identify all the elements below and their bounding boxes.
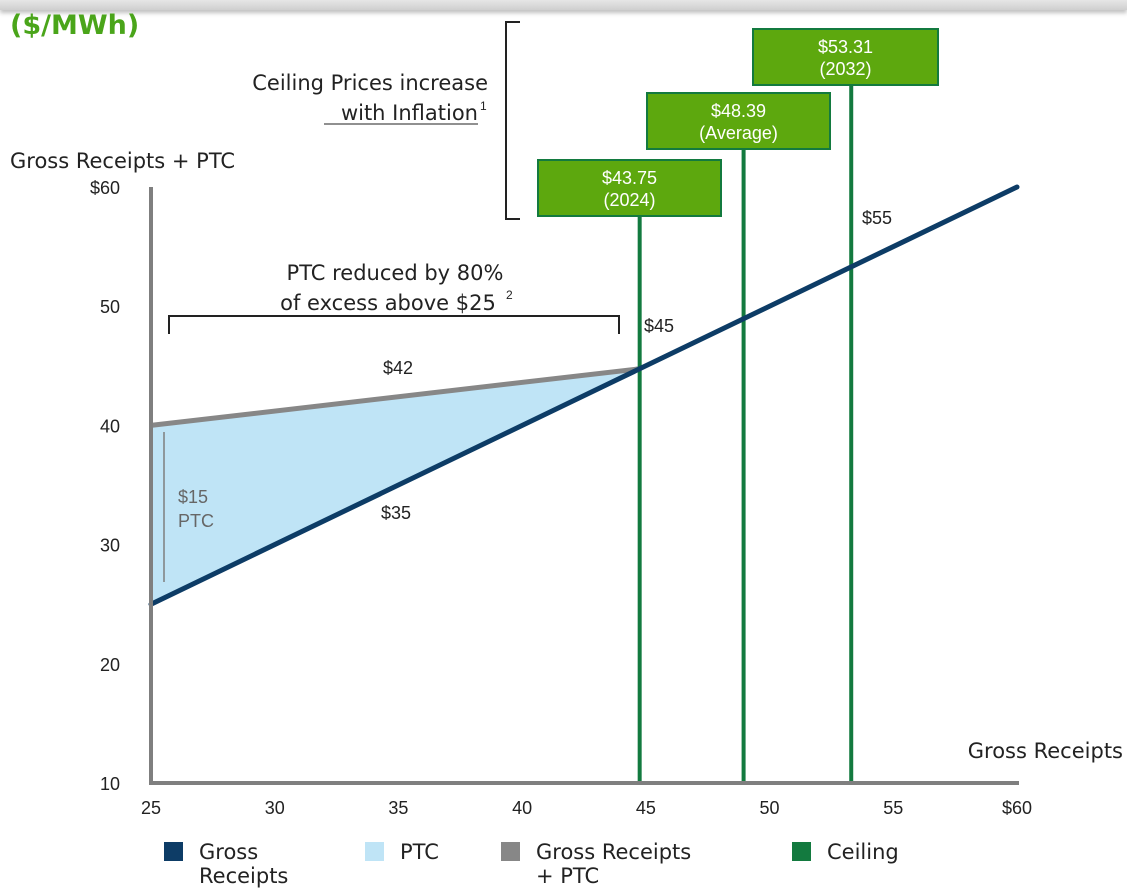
- legend-label-ptc: PTC: [400, 840, 439, 864]
- ceiling-label-3: (2032): [819, 59, 871, 79]
- legend-label-gross-receipts-1: Gross: [199, 840, 259, 864]
- unit-label: ($/MWh): [10, 10, 140, 41]
- y-tick-label-3: 30: [100, 536, 120, 556]
- ptc-note-line2: of excess above $25: [280, 291, 496, 315]
- ptc-gap-label-text: PTC: [178, 511, 214, 531]
- ptc-note-line1: PTC reduced by 80%: [287, 261, 504, 285]
- ptc-bracket: [168, 315, 620, 334]
- x-tick-label-6: 50: [760, 798, 780, 818]
- value-label-45: $45: [644, 316, 674, 336]
- legend-swatch-ptc: [365, 842, 384, 861]
- y-tick-label-6: $60: [90, 178, 120, 198]
- ceiling-box-3: [752, 28, 939, 86]
- legend-label-ceiling: Ceiling: [827, 840, 899, 864]
- legend-item-gross-receipts-ptc: Gross Receipts + PTC: [501, 840, 691, 888]
- ceiling-label-2: (Average): [699, 123, 778, 143]
- inflation-bracket: [505, 21, 520, 220]
- x-tick-label-2: 30: [265, 798, 285, 818]
- legend-swatch-gross-receipts-ptc: [501, 842, 520, 861]
- chart: $43.75(2024) $48.39(Average) $53.31(2032) 1…: [10, 21, 1123, 818]
- legend-item-ceiling: Ceiling: [792, 840, 899, 864]
- inflation-note-sup: 1: [480, 99, 487, 113]
- x-tick-label-8: $60: [1002, 798, 1032, 818]
- x-tick-label-7: 55: [883, 798, 903, 818]
- value-label-42: $42: [383, 358, 413, 378]
- x-axis-title: Gross Receipts: [968, 739, 1123, 763]
- ptc-gap-label-value: $15: [178, 487, 208, 507]
- y-tick-label-1: 10: [100, 774, 120, 794]
- ceiling-price-1: $43.75: [602, 168, 657, 188]
- x-tick-label-3: 35: [388, 798, 408, 818]
- x-tick-label-4: 40: [512, 798, 532, 818]
- legend-label-gross-receipts-ptc-2: + PTC: [536, 864, 600, 888]
- value-label-35: $35: [381, 503, 411, 523]
- legend-swatch-ceiling: [792, 842, 811, 861]
- y-tick-label-4: 40: [100, 416, 120, 436]
- top-bar: [0, 0, 1127, 10]
- legend: Gross Receipts PTC Gross Receipts + PTC …: [0, 840, 1127, 891]
- value-label-55: $55: [862, 208, 892, 228]
- ceiling-label-1: (2024): [603, 190, 655, 210]
- y-tick-label-2: 20: [100, 655, 120, 675]
- inflation-note-line1: Ceiling Prices increase: [252, 71, 488, 95]
- ptc-note-sup: 2: [506, 288, 513, 302]
- y-axis-title: Gross Receipts + PTC: [10, 149, 235, 173]
- y-tick-label-5: 50: [100, 297, 120, 317]
- legend-item-gross-receipts: Gross Receipts: [164, 840, 288, 888]
- legend-swatch-gross-receipts: [164, 842, 183, 861]
- gross-receipts-ptc-line: [150, 366, 640, 428]
- legend-label-gross-receipts-ptc-1: Gross Receipts: [536, 840, 692, 864]
- ceiling-price-2: $48.39: [711, 101, 766, 121]
- x-tick-label-1: 25: [141, 798, 161, 818]
- inflation-note-line2: with Inflation: [341, 101, 478, 125]
- ceiling-box-1: [537, 159, 722, 217]
- ceiling-price-3: $53.31: [818, 37, 873, 57]
- legend-item-ptc: PTC: [365, 840, 439, 864]
- gross-receipts-line: [148, 184, 1020, 607]
- ceiling-box-2: [646, 92, 831, 150]
- legend-label-gross-receipts-2: Receipts: [199, 864, 289, 888]
- x-tick-label-5: 45: [636, 798, 656, 818]
